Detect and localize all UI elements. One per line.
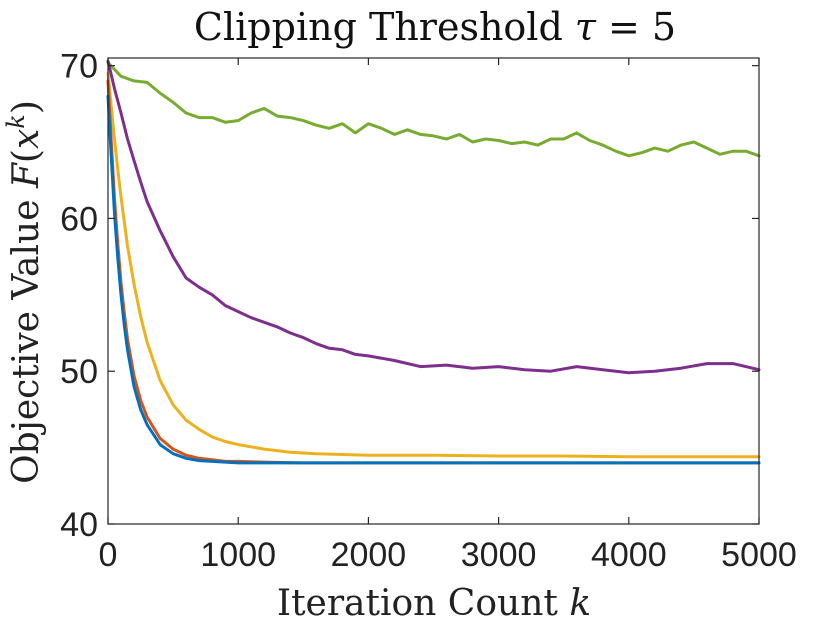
axes-layer: 0 1000 2000 3000 4000 5000 40 50 60 70 xyxy=(60,48,797,574)
x-tick-label: 1000 xyxy=(200,536,276,574)
series-line-red xyxy=(106,79,761,465)
x-axis-label: Iteration Count k xyxy=(277,583,591,624)
x-tick-label: 3000 xyxy=(461,536,537,574)
x-tick-label: 2000 xyxy=(331,536,407,574)
series-line-blue xyxy=(106,94,761,465)
x-tick-label: 4000 xyxy=(591,536,667,574)
series-line-green xyxy=(106,61,761,158)
series-line-purple xyxy=(106,59,761,375)
y-axis-label: Objective Value F(xk) xyxy=(2,100,47,484)
y-tick-label: 40 xyxy=(60,506,98,544)
y-tick-label: 70 xyxy=(60,48,98,86)
y-tick-label: 50 xyxy=(60,353,98,391)
series-layer xyxy=(106,59,761,465)
x-tick-label: 5000 xyxy=(721,536,797,574)
y-tick-label: 60 xyxy=(60,200,98,238)
x-tick-label: 0 xyxy=(99,536,118,574)
chart-title: Clipping Threshold τ = 5 xyxy=(194,5,676,49)
series-line-yellow xyxy=(106,71,761,459)
plot-frame xyxy=(107,57,760,525)
